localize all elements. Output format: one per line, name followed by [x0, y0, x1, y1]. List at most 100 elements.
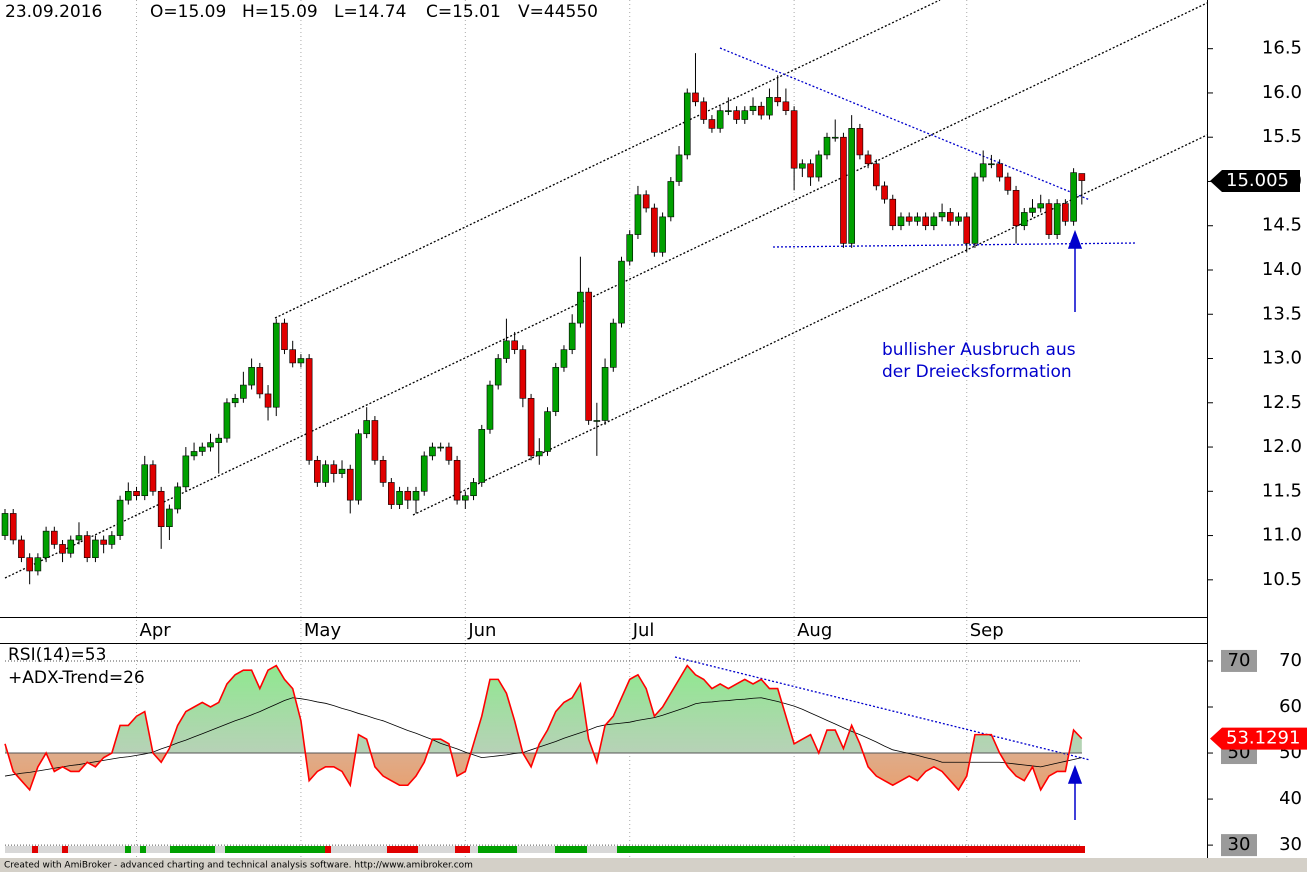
- annotation: bullisher Ausbruch aus: [882, 340, 1076, 360]
- header-value: L=14.74: [334, 2, 406, 22]
- candle-body: [922, 216, 929, 227]
- last-price-label: 15.005: [1226, 170, 1289, 191]
- strip-green: [555, 846, 587, 853]
- strip-green: [170, 846, 215, 853]
- candle-body: [634, 194, 642, 235]
- candle-body: [429, 446, 436, 457]
- candle-body: [314, 460, 321, 483]
- candle-body: [453, 460, 461, 501]
- candle-body: [305, 358, 313, 461]
- strip-green: [478, 846, 517, 853]
- header-value: O=15.09: [150, 2, 226, 22]
- candle-body: [412, 490, 420, 501]
- candle-body: [388, 482, 395, 505]
- channel-top: [274, 0, 941, 319]
- candle-body: [396, 490, 403, 505]
- layers: [5, 0, 1082, 858]
- candle-body: [51, 530, 58, 545]
- candle-body: [322, 464, 329, 483]
- candle-body: [486, 384, 494, 430]
- y-tick-label: 60: [1279, 696, 1302, 717]
- candle-body: [807, 163, 814, 178]
- strip-green: [125, 846, 131, 853]
- candle-body: [651, 207, 658, 253]
- strip-red: [455, 846, 470, 853]
- candle-body: [585, 291, 592, 421]
- triangle-bottom: [772, 242, 1138, 248]
- candle-body: [831, 136, 839, 139]
- strip-red: [830, 846, 1085, 853]
- candle-body: [988, 163, 995, 166]
- candle-body: [905, 216, 913, 222]
- candle-body: [881, 185, 888, 200]
- candle-body: [297, 358, 305, 364]
- candle-body: [675, 154, 683, 182]
- candle-body: [823, 136, 831, 156]
- candle-body: [560, 349, 568, 368]
- candle-body: [873, 163, 880, 187]
- y-tick-label: 13.5: [1262, 303, 1302, 324]
- header-value: H=15.09: [242, 2, 318, 22]
- candle-body: [248, 367, 255, 386]
- candle-body: [864, 154, 872, 165]
- candle-body: [503, 340, 510, 359]
- candle-body: [725, 110, 732, 112]
- x-tick-label: Aug: [797, 620, 832, 641]
- candle-body: [609, 322, 617, 368]
- level-label: 70: [1228, 650, 1251, 671]
- candle-body: [766, 97, 773, 116]
- candle-body: [174, 486, 181, 510]
- rsi-tag: [1210, 727, 1307, 750]
- candle-body: [141, 464, 149, 497]
- candle-body: [478, 429, 486, 483]
- y-tick-label: 12.5: [1262, 392, 1302, 413]
- strip-red: [32, 846, 38, 853]
- candle-body: [979, 163, 987, 178]
- candle-body: [149, 464, 157, 492]
- candle-body: [281, 322, 288, 350]
- date: 23.09.2016: [5, 2, 102, 22]
- strip-green: [225, 846, 325, 853]
- candle-body: [774, 97, 781, 103]
- arrow-head: [1067, 229, 1083, 249]
- candle-body: [59, 544, 66, 554]
- candle-body: [494, 358, 502, 386]
- candle-body: [462, 495, 469, 501]
- candle-body: [133, 490, 140, 497]
- rsi-trend-line: [674, 656, 1091, 761]
- candle-body: [544, 411, 551, 452]
- candle-body: [733, 110, 740, 120]
- candle-body: [930, 216, 938, 227]
- candle-body: [996, 163, 1003, 178]
- footer-bar: [0, 858, 1307, 872]
- y-tick-label: 30: [1279, 834, 1302, 855]
- candle-body: [626, 234, 634, 262]
- candle-body: [577, 291, 584, 324]
- candle-body: [782, 101, 790, 111]
- candle-body: [420, 455, 428, 492]
- candle-body: [856, 128, 864, 156]
- level-box: [1221, 834, 1257, 857]
- candle-body: [1020, 212, 1028, 227]
- candle-body: [897, 216, 905, 227]
- candle-body: [404, 490, 412, 501]
- y-tick-label: 10.5: [1262, 569, 1302, 590]
- y-tick-label: 16.5: [1262, 38, 1302, 59]
- y-tick-label: 11.0: [1262, 525, 1302, 546]
- candle-body: [355, 433, 362, 501]
- candle-body: [75, 535, 83, 541]
- candle-body: [938, 212, 946, 218]
- candle-body: [568, 322, 576, 350]
- candle-body: [182, 455, 190, 488]
- candle-body: [116, 499, 124, 536]
- candle-body: [26, 557, 33, 572]
- rsi-fill-up: [5, 665, 1082, 754]
- x-tick-label: Jul: [632, 620, 655, 641]
- y-tick-label: 11.5: [1262, 480, 1302, 501]
- candle-body: [527, 398, 535, 457]
- candle-body: [346, 468, 354, 501]
- candle-body: [840, 136, 847, 244]
- x-tick-label: Sep: [970, 620, 1004, 641]
- candle-body: [963, 216, 971, 244]
